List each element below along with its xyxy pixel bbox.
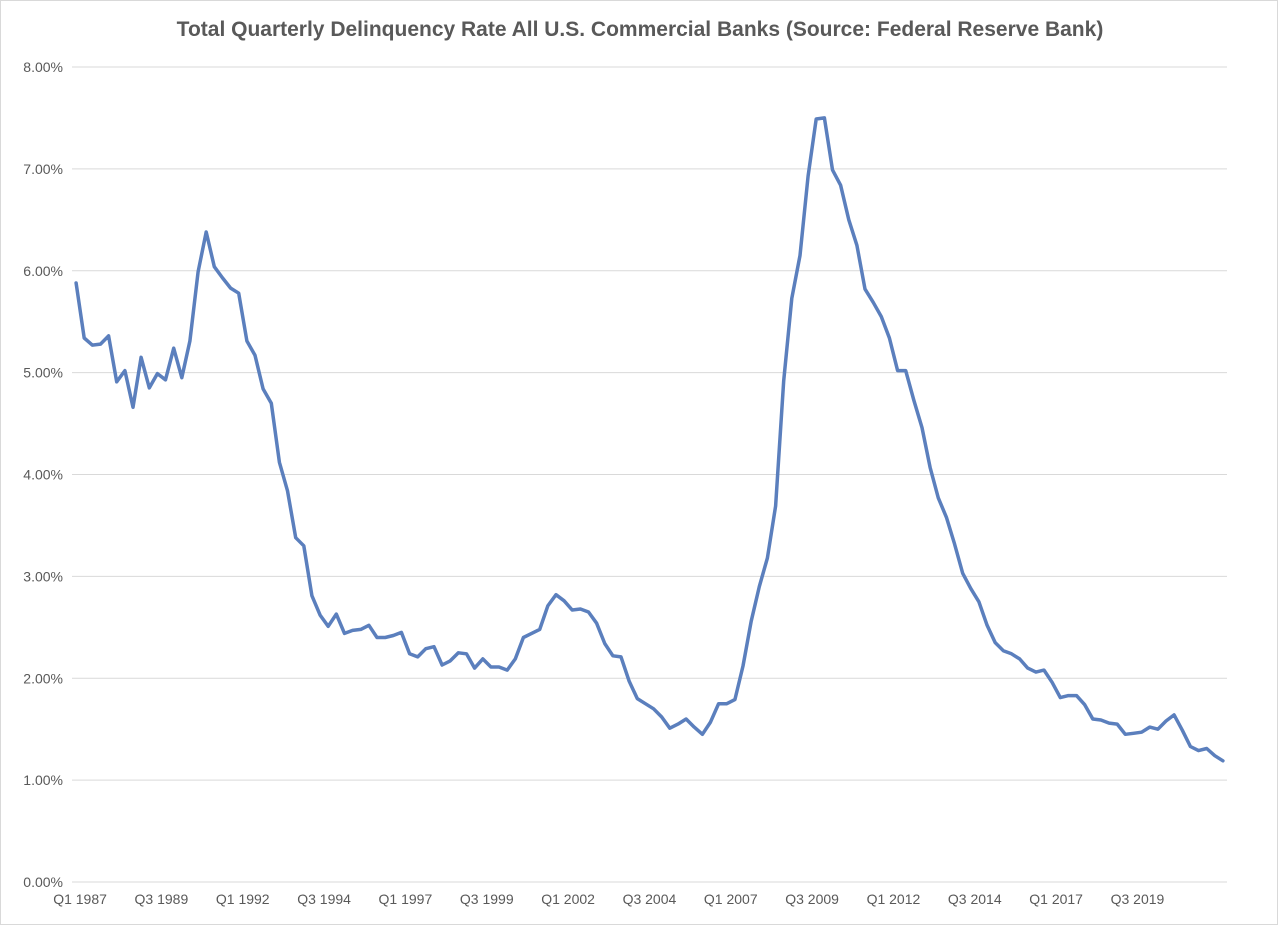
x-tick-label: Q3 1994: [297, 891, 351, 907]
x-tick-label: Q1 1997: [379, 891, 433, 907]
y-tick-label: 1.00%: [23, 772, 63, 788]
y-tick-label: 5.00%: [23, 365, 63, 381]
x-tick-label: Q1 2012: [867, 891, 921, 907]
y-tick-label: 3.00%: [23, 568, 63, 584]
x-tick-label: Q3 2014: [948, 891, 1002, 907]
y-axis-ticks: 0.00% 1.00% 2.00% 3.00% 4.00% 5.00% 6.00% 7.00%…: [23, 59, 63, 890]
x-tick-label: Q3 2004: [623, 891, 677, 907]
x-tick-label: Q3 1989: [135, 891, 189, 907]
x-tick-label: Q3 2009: [785, 891, 839, 907]
chart-title: Total Quarterly Delinquency Rate All U.S…: [176, 18, 1104, 41]
y-tick-label: 6.00%: [23, 263, 63, 279]
x-tick-label: Q3 2019: [1111, 891, 1165, 907]
y-tick-label: 8.00%: [23, 59, 63, 75]
x-tick-label: Q3 1999: [460, 891, 514, 907]
y-tick-label: 2.00%: [23, 670, 63, 686]
series-line: [74, 116, 1225, 763]
y-tick-label: 7.00%: [23, 161, 63, 177]
x-tick-label: Q1 2017: [1029, 891, 1083, 907]
x-tick-label: Q1 2007: [704, 891, 758, 907]
x-tick-label: Q1 2002: [541, 891, 595, 907]
gridlines: [72, 66, 1227, 883]
x-tick-label: Q1 1987: [53, 891, 107, 907]
x-tick-label: Q1 1992: [216, 891, 270, 907]
series-layer: [74, 116, 1225, 763]
y-tick-label: 0.00%: [23, 874, 63, 890]
y-tick-label: 4.00%: [23, 467, 63, 483]
x-axis-ticks: Q1 1987 Q3 1989 Q1 1992 Q3 1994 Q1 1997 Q3 19…: [53, 891, 1164, 907]
